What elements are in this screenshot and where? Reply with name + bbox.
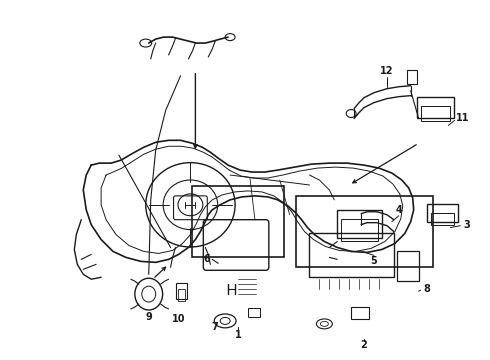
Bar	[427, 204, 458, 222]
Text: 8: 8	[424, 284, 431, 294]
Bar	[337, 210, 382, 238]
Bar	[420, 105, 450, 121]
Bar	[248, 308, 260, 317]
Text: 4: 4	[395, 205, 402, 215]
Bar	[407, 70, 416, 84]
Text: 7: 7	[212, 322, 218, 332]
Bar	[310, 233, 394, 277]
Bar	[341, 219, 378, 240]
Text: 3: 3	[464, 220, 470, 230]
Bar	[431, 213, 454, 225]
Text: 2: 2	[361, 340, 368, 350]
Text: 6: 6	[203, 255, 210, 264]
Text: 10: 10	[172, 314, 185, 324]
Bar	[295, 196, 433, 267]
Bar	[416, 96, 454, 118]
Bar	[175, 283, 188, 299]
Text: 1: 1	[235, 330, 242, 340]
Text: 9: 9	[146, 312, 152, 322]
Bar	[397, 251, 418, 281]
Text: 11: 11	[456, 113, 470, 123]
Bar	[351, 307, 369, 319]
Bar	[177, 289, 185, 301]
Text: 5: 5	[370, 256, 377, 266]
Bar	[193, 186, 284, 257]
Text: 12: 12	[380, 66, 393, 76]
